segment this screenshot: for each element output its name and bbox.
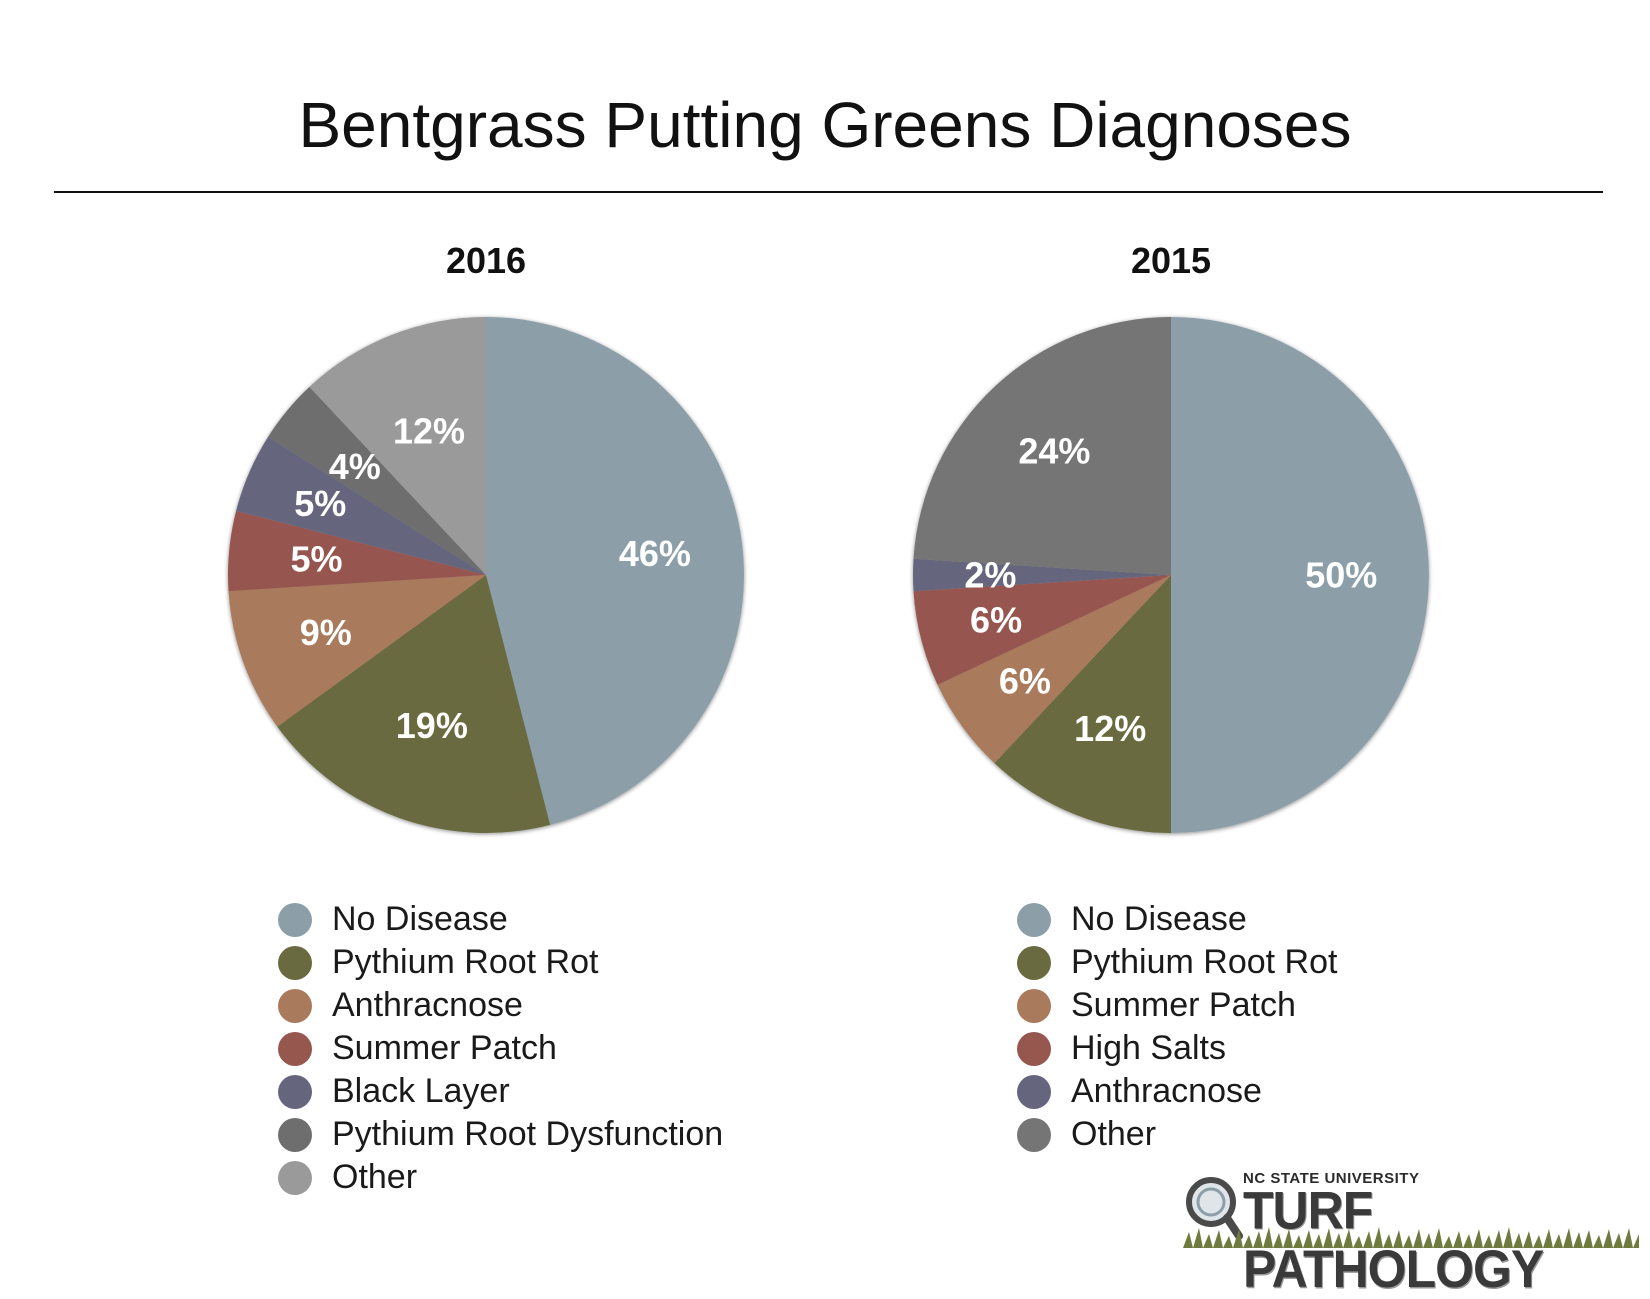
slice-label-high-salts: 6% bbox=[970, 599, 1022, 640]
legend-item-other: Other bbox=[278, 1156, 723, 1199]
legend-label: Summer Patch bbox=[1071, 986, 1296, 1024]
legend-swatch bbox=[278, 1160, 312, 1195]
legend-swatch bbox=[1017, 1074, 1051, 1109]
grass-icon bbox=[1183, 1227, 1639, 1248]
pie-2016-labels: 46%19%9%5%5%4%12% bbox=[290, 411, 691, 746]
pie-slice-black-layer bbox=[236, 436, 486, 575]
pie-slice-no-disease bbox=[486, 317, 745, 825]
legend-label: No Disease bbox=[332, 900, 508, 938]
pie-slice-pythium-root-rot bbox=[994, 575, 1171, 833]
pie-slice-other bbox=[309, 317, 486, 575]
slice-label-pythium-root-rot: 12% bbox=[1074, 708, 1146, 749]
pie-slice-summer-patch bbox=[937, 575, 1171, 764]
legend-item-black-layer: Black Layer bbox=[278, 1070, 723, 1113]
legend-swatch bbox=[278, 1074, 312, 1109]
logo-university: NC STATE UNIVERSITY bbox=[1243, 1170, 1420, 1187]
legend-item-summer-patch: Summer Patch bbox=[1017, 984, 1337, 1027]
slice-label-black-layer: 5% bbox=[294, 483, 346, 524]
legend-swatch bbox=[278, 1031, 312, 1066]
slice-label-pythium-root-dysfunction: 4% bbox=[329, 446, 381, 487]
legend-label: Other bbox=[332, 1158, 418, 1196]
pie-charts-canvas: 46%19%9%5%5%4%12% 50%12%6%6%2%24% bbox=[228, 316, 1429, 834]
legend-label: Summer Patch bbox=[332, 1029, 557, 1067]
slice-label-other: 12% bbox=[393, 411, 465, 452]
pie-2015-title: 2015 bbox=[1130, 240, 1212, 281]
pie-slice-summer-patch bbox=[228, 510, 487, 592]
legend-swatch bbox=[1017, 902, 1051, 937]
legend-swatch bbox=[1017, 1031, 1051, 1066]
legend-label: Pythium Root Rot bbox=[1071, 943, 1338, 981]
legend-label: Black Layer bbox=[332, 1072, 510, 1110]
slice-label-pythium-root-rot: 19% bbox=[396, 705, 468, 746]
legend-label: Other bbox=[1071, 1115, 1157, 1153]
legend-swatch bbox=[278, 1117, 312, 1152]
legend-label: Pythium Root Dysfunction bbox=[332, 1115, 724, 1153]
legend-swatch bbox=[1017, 1117, 1051, 1152]
slice-label-summer-patch: 6% bbox=[999, 661, 1051, 702]
magnifier-icon bbox=[1186, 1177, 1243, 1240]
legend-2016: No Disease Pythium Root Rot Anthracnose Sum… bbox=[278, 898, 723, 1199]
turf-pathology-logo: NC STATE UNIVERSITY TURF PATHOLOGY bbox=[1183, 1170, 1639, 1299]
pie-slice-pythium-root-dysfunction bbox=[268, 386, 486, 575]
legend-item-anthracnose: Anthracnose bbox=[278, 984, 723, 1027]
pie-slice-pythium-root-rot bbox=[277, 575, 551, 834]
slice-label-no-disease: 50% bbox=[1305, 555, 1377, 596]
legend-swatch bbox=[278, 945, 312, 980]
legend-label: High Salts bbox=[1071, 1029, 1226, 1067]
legend-item-pythium-root-rot: Pythium Root Rot bbox=[1017, 941, 1337, 984]
legend-item-pythium-root-rot: Pythium Root Rot bbox=[278, 941, 723, 984]
pie-slice-no-disease bbox=[1171, 317, 1429, 833]
legend-label: Anthracnose bbox=[332, 986, 523, 1024]
legend-item-high-salts: High Salts bbox=[1017, 1027, 1337, 1070]
title-divider bbox=[54, 191, 1603, 193]
legend-item-summer-patch: Summer Patch bbox=[278, 1027, 723, 1070]
pie-2015-labels: 50%12%6%6%2%24% bbox=[964, 430, 1377, 749]
slice-label-summer-patch: 5% bbox=[290, 538, 342, 579]
legend-item-other: Other bbox=[1017, 1113, 1337, 1156]
legend-swatch bbox=[278, 988, 312, 1023]
legend-item-anthracnose: Anthracnose bbox=[1017, 1070, 1337, 1113]
pie-slice-other bbox=[913, 316, 1171, 575]
legend-item-no-disease: No Disease bbox=[1017, 898, 1337, 941]
legend-label: Anthracnose bbox=[1071, 1072, 1262, 1110]
legend-2015: No Disease Pythium Root Rot Summer Patch Hi… bbox=[1017, 898, 1337, 1156]
slice-label-anthracnose: 9% bbox=[300, 612, 352, 653]
legend-swatch bbox=[1017, 945, 1051, 980]
slice-label-other: 24% bbox=[1018, 430, 1090, 471]
legend-swatch bbox=[1017, 988, 1051, 1023]
pie-slice-anthracnose bbox=[912, 558, 1171, 592]
legend-label: No Disease bbox=[1071, 900, 1247, 938]
pie-chart-2015 bbox=[912, 316, 1429, 833]
slice-label-no-disease: 46% bbox=[619, 533, 691, 574]
pie-2016-title: 2016 bbox=[445, 240, 527, 281]
pie-chart-2016 bbox=[228, 317, 745, 834]
legend-label: Pythium Root Rot bbox=[332, 943, 599, 981]
pie-slice-high-salts bbox=[913, 575, 1171, 685]
legend-item-pythium-root-dysfunction: Pythium Root Dysfunction bbox=[278, 1113, 723, 1156]
slice-label-anthracnose: 2% bbox=[964, 555, 1016, 596]
legend-item-no-disease: No Disease bbox=[278, 898, 723, 941]
legend-swatch bbox=[278, 902, 312, 937]
pie-slice-anthracnose bbox=[228, 575, 487, 727]
page-title: Bentgrass Putting Greens Diagnoses bbox=[298, 89, 1352, 161]
